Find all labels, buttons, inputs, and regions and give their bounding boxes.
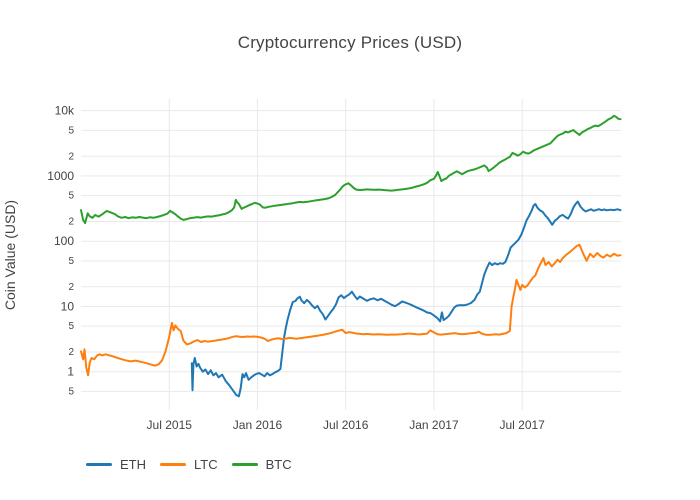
y-tick-label: 5: [68, 321, 74, 332]
legend-swatch-eth-line-icon: [86, 463, 112, 466]
legend-label: ETH: [120, 457, 146, 472]
legend-swatch-btc-line-icon: [231, 463, 258, 466]
chart-title: Cryptocurrency Prices (USD): [237, 33, 463, 52]
legend-item-btc[interactable]: BTC: [231, 457, 292, 472]
x-tick-label: Jan 2016: [233, 418, 283, 432]
y-tick-label: 2: [68, 151, 74, 162]
y-tick-label: 100: [54, 234, 74, 248]
legend-item-ltc[interactable]: LTC: [160, 457, 218, 472]
legend-label: BTC: [265, 457, 292, 472]
x-tick-label: Jul 2016: [323, 418, 369, 432]
y-tick-label: 5: [68, 256, 74, 267]
y-tick-label: 1000: [47, 169, 74, 183]
btc-line: [80, 114, 622, 225]
ltc-line: [80, 243, 622, 377]
legend-swatch-ltc-line-icon: [160, 463, 186, 466]
x-tick-label: Jul 2015: [147, 418, 193, 432]
legend-label: LTC: [194, 457, 218, 472]
y-tick-label: 1: [67, 365, 74, 379]
y-tick-label: 5: [68, 125, 74, 136]
legend-item-eth[interactable]: ETH: [86, 457, 146, 472]
x-tick-label: Jan 2017: [409, 418, 459, 432]
y-tick-label: 10k: [55, 104, 75, 118]
x-tick-label: Jul 2017: [499, 418, 545, 432]
y-tick-label: 5: [68, 386, 74, 397]
y-tick-label: 2: [68, 347, 74, 358]
y-tick-label: 2: [68, 217, 74, 228]
y-tick-label: 5: [68, 191, 74, 202]
legend: ETH LTC BTC: [86, 457, 292, 472]
y-tick-label: 2: [68, 282, 74, 293]
y-tick-label: 10: [61, 299, 75, 313]
eth-line: [190, 200, 622, 398]
y-axis-title: Coin Value (USD): [2, 199, 18, 311]
